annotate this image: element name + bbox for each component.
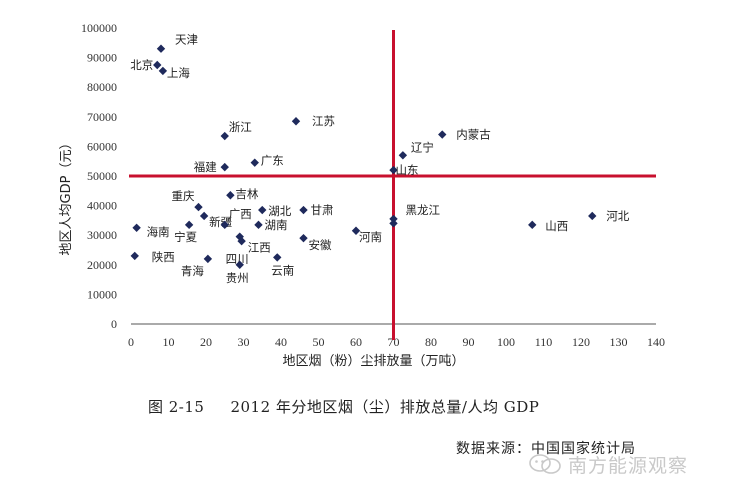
x-tick-label: 40: [275, 335, 287, 349]
y-tick-label: 90000: [87, 51, 117, 65]
data-label: 山东: [396, 163, 419, 177]
data-point: [226, 191, 235, 200]
data-point: [220, 162, 229, 172]
data-label: 江西: [248, 241, 271, 255]
data-label: 山西: [545, 219, 568, 233]
y-tick-label: 30000: [87, 228, 117, 242]
data-label: 湖南: [265, 218, 288, 232]
data-point: [398, 151, 408, 160]
data-label: 吉林: [235, 187, 258, 201]
data-point: [254, 220, 263, 230]
x-tick-label: 30: [238, 335, 250, 349]
y-tick-label: 0: [111, 317, 117, 331]
data-point: [299, 233, 308, 243]
data-source: 数据来源：中国国家统计局: [456, 441, 636, 457]
data-label: 陕西: [152, 250, 175, 264]
x-tick-label: 110: [535, 335, 553, 349]
chat-bubbles-icon: [529, 454, 561, 474]
data-label: 广东: [261, 154, 284, 168]
x-tick-label: 120: [572, 335, 590, 349]
y-axis-label: 地区人均GDP（元）: [59, 137, 74, 256]
data-label: 海南: [147, 225, 170, 239]
x-tick-label: 50: [313, 335, 325, 349]
figure-number: 图 2-15: [148, 398, 205, 416]
data-point: [389, 165, 398, 175]
data-label: 辽宁: [411, 140, 434, 154]
plot-area: 0 10 20 30 40 50 60 70 80 90 100 110 120 130 140 0 10000…: [59, 21, 665, 369]
y-tick-label: 20000: [87, 258, 117, 272]
watermark: 南方能源观察: [528, 451, 738, 477]
data-label: 天津: [175, 33, 198, 47]
y-tick-label: 100000: [81, 21, 117, 35]
y-tick-label: 50000: [87, 169, 117, 183]
figure-caption: 图 2-15 2012 年分地区烟（尘）排放总量/人均 GDP: [148, 396, 539, 417]
y-tick-label: 60000: [87, 139, 117, 153]
data-point: [184, 220, 194, 230]
data-label: 广西: [229, 207, 252, 221]
data-label: 贵州: [226, 271, 249, 285]
data-label: 江苏: [312, 114, 335, 128]
data-point: [130, 251, 139, 261]
data-label: 甘肃: [311, 203, 334, 217]
data-point: [237, 236, 246, 246]
x-tick-label: 130: [610, 335, 628, 349]
x-tick-label: 80: [425, 335, 437, 349]
data-point: [273, 253, 282, 262]
data-point: [194, 202, 203, 212]
data-label: 安徽: [309, 238, 332, 252]
x-tick-label: 90: [463, 335, 475, 349]
x-tick-label: 140: [647, 335, 665, 349]
x-tick-label: 20: [200, 335, 212, 349]
data-label: 黑龙江: [406, 203, 441, 217]
data-label: 福建: [194, 160, 217, 174]
data-point: [153, 60, 162, 70]
data-point: [220, 131, 229, 141]
data-label: 青海: [181, 264, 204, 278]
x-tick-label: 60: [350, 335, 362, 349]
x-tick-label: 10: [163, 335, 175, 349]
data-point: [291, 117, 301, 126]
data-point: [220, 220, 229, 230]
data-label: 湖北: [268, 204, 291, 218]
data-point: [156, 44, 166, 53]
data-label: 四川: [226, 252, 249, 266]
y-tick-label: 10000: [87, 287, 117, 301]
data-label: 河南: [359, 230, 382, 244]
data-label: 宁夏: [174, 230, 197, 244]
data-point: [158, 66, 168, 76]
data-point: [299, 205, 308, 215]
y-tick-label: 40000: [87, 199, 117, 213]
watermark-text: 南方能源观察: [568, 454, 689, 477]
data-label: 河北: [606, 209, 629, 223]
data-point: [203, 254, 213, 264]
data-point: [258, 205, 267, 215]
figure-title: 2012 年分地区烟（尘）排放总量/人均 GDP: [230, 398, 540, 416]
data-label: 浙江: [229, 120, 252, 134]
data-point: [351, 226, 361, 235]
scatter-chart: 0 10 20 30 40 50 60 70 80 90 100 110 120 130 140 0 10000…: [59, 21, 665, 369]
data-point: [389, 219, 398, 228]
data-label: 北京: [130, 58, 153, 72]
data-label: 重庆: [172, 189, 195, 203]
data-point: [132, 223, 141, 232]
data-label: 内蒙古: [456, 128, 491, 142]
data-point: [528, 220, 537, 230]
data-point: [235, 260, 244, 269]
data-label: 云南: [271, 263, 294, 277]
x-tick-label: 100: [497, 335, 515, 349]
y-tick-label: 80000: [87, 80, 117, 94]
y-tick-label: 70000: [87, 110, 117, 124]
data-point: [389, 214, 398, 224]
data-point: [199, 211, 209, 221]
x-tick-label: 70: [388, 335, 400, 349]
data-point: [588, 211, 597, 221]
x-tick-label: 0: [128, 335, 134, 349]
data-point: [438, 130, 447, 139]
data-point: [235, 232, 244, 241]
x-axis-label: 地区烟（粉）尘排放量（万吨）: [282, 354, 464, 369]
data-label: 上海: [167, 66, 190, 80]
data-point: [250, 158, 259, 167]
